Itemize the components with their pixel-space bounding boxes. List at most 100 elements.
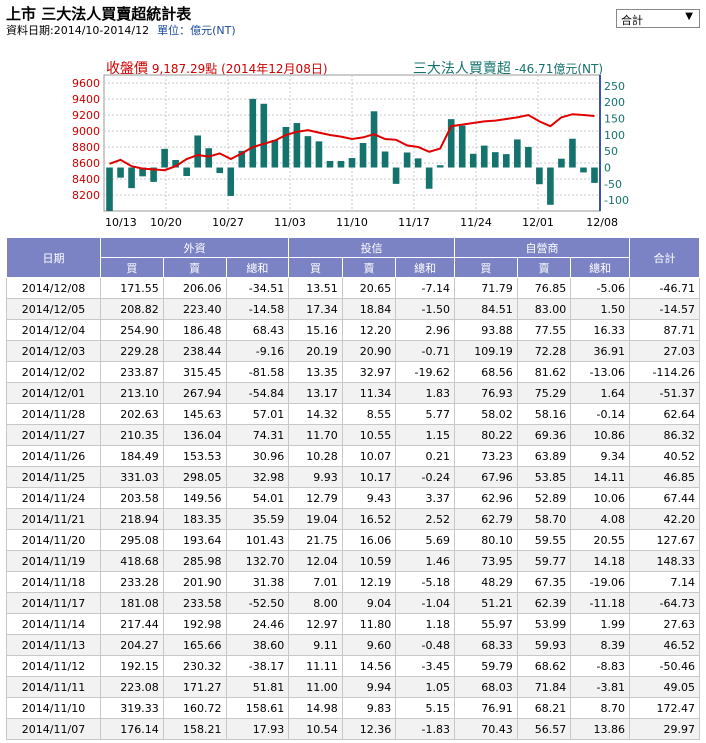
row-value: 1.83: [395, 382, 455, 404]
row-value: -8.83: [570, 655, 630, 677]
row-value: 75.29: [516, 382, 572, 404]
table-row: 2014/11/11 223.08 171.27 51.81 11.00 9.94 1.05…: [6, 676, 700, 698]
row-value: 10.06: [570, 487, 630, 509]
row-value: 10.55: [341, 424, 397, 446]
row-date: 2014/11/07: [6, 718, 101, 740]
row-value: 93.88: [453, 319, 518, 341]
row-value: -14.57: [629, 298, 700, 320]
row-value: 32.97: [341, 361, 397, 383]
table-row: 2014/12/05 208.82 223.40 -14.58 17.34 18.84 -1…: [6, 298, 700, 320]
x-tick-label: 10/20: [150, 216, 182, 229]
net-buy-bar: [536, 167, 543, 185]
left-tick-label: 9400: [72, 93, 100, 106]
row-value: 35.59: [225, 508, 290, 530]
row-value: 54.01: [225, 487, 290, 509]
row-value: -50.46: [629, 655, 700, 677]
row-value: 58.02: [453, 403, 518, 425]
page-subtitle: 資料日期:2014/10-2014/12 單位：億元(NT): [6, 22, 236, 38]
col-date: 日期: [6, 237, 101, 278]
row-value: 80.10: [453, 529, 518, 551]
row-date: 2014/11/10: [6, 697, 101, 719]
x-tick-label: 10/27: [212, 216, 244, 229]
row-value: 208.82: [100, 298, 164, 320]
row-date: 2014/11/14: [6, 613, 101, 635]
row-date: 2014/11/25: [6, 466, 101, 488]
row-value: 229.28: [100, 340, 164, 362]
row-value: 285.98: [162, 550, 227, 572]
row-value: 68.03: [453, 676, 518, 698]
right-tick-label: -50: [604, 178, 622, 191]
row-value: 30.96: [225, 445, 290, 467]
chevron-down-icon[interactable]: ▼: [685, 11, 693, 22]
table-row: 2014/11/10 319.33 160.72 158.61 14.98 9.83 5.1…: [6, 697, 700, 719]
row-date: 2014/11/26: [6, 445, 101, 467]
net-buy-bar: [150, 167, 157, 182]
net-buy-bar: [238, 150, 246, 168]
row-value: 9.34: [570, 445, 630, 467]
row-value: 42.20: [629, 508, 700, 530]
row-value: -1.50: [395, 298, 455, 320]
row-value: 31.38: [225, 571, 290, 593]
row-value: 57.01: [225, 403, 290, 425]
net-buy-bar: [514, 139, 521, 168]
row-value: 186.48: [162, 319, 227, 341]
row-value: 8.00: [288, 592, 343, 614]
left-tick-label: 9000: [72, 125, 100, 138]
row-value: 20.90: [341, 340, 397, 362]
row-value: 48.29: [453, 571, 518, 593]
row-date: 2014/12/08: [6, 277, 101, 299]
row-value: 83.00: [516, 298, 572, 320]
table-row: 2014/11/14 217.44 192.98 24.46 12.97 11.80 1.1…: [6, 613, 700, 635]
row-value: -81.58: [225, 361, 290, 383]
category-select-value: 合計: [621, 14, 643, 27]
row-value: 1.15: [395, 424, 455, 446]
row-value: 9.43: [341, 487, 397, 509]
row-value: -0.24: [395, 466, 455, 488]
net-buy-bar: [249, 98, 257, 168]
row-value: 172.47: [629, 697, 700, 719]
row-value: -3.81: [570, 676, 630, 698]
row-value: 81.62: [516, 361, 572, 383]
x-tick-label: 12/08: [586, 216, 618, 229]
row-value: 68.62: [516, 655, 572, 677]
col-dealer-sell: 賣: [516, 257, 572, 278]
table-row: 2014/12/01 213.10 267.94 -54.84 13.17 11.34 1.…: [6, 382, 700, 404]
row-value: 19.04: [288, 508, 343, 530]
row-value: -14.58: [225, 298, 290, 320]
net-buy-bar: [525, 146, 532, 168]
category-select[interactable]: 合計 ▼: [616, 9, 700, 28]
row-value: 86.32: [629, 424, 700, 446]
row-value: 68.33: [453, 634, 518, 656]
row-value: 59.79: [453, 655, 518, 677]
table-row: 2014/11/24 203.58 149.56 54.01 12.79 9.43 3.37…: [6, 487, 700, 509]
left-tick-label: 8400: [72, 173, 100, 186]
row-value: 73.23: [453, 445, 518, 467]
left-tick-label: 9600: [72, 77, 100, 90]
row-value: 0.21: [395, 445, 455, 467]
row-value: 10.59: [341, 550, 397, 572]
row-value: 72.28: [516, 340, 572, 362]
row-value: 206.06: [162, 277, 227, 299]
row-value: 9.94: [341, 676, 397, 698]
row-value: 5.77: [395, 403, 455, 425]
net-buy-legend: 三大法人買賣超 -46.71億元(NT): [413, 58, 603, 78]
row-value: 55.97: [453, 613, 518, 635]
date-range: 資料日期:2014/10-2014/12: [6, 24, 150, 37]
row-value: 213.10: [100, 382, 164, 404]
right-tick-label: 150: [604, 112, 625, 125]
row-value: 16.33: [570, 319, 630, 341]
row-value: 109.19: [453, 340, 518, 362]
row-value: 184.49: [100, 445, 164, 467]
net-buy-bar: [183, 167, 190, 177]
net-buy-bar: [392, 167, 400, 184]
row-value: 12.20: [341, 319, 397, 341]
net-buy-bar: [315, 141, 323, 168]
row-value: 5.69: [395, 529, 455, 551]
row-date: 2014/11/28: [6, 403, 101, 425]
row-value: 181.08: [100, 592, 164, 614]
combo-chart: 8200 8400 8600 8800 9000 9200 9400 9600 -100 -50 0…: [72, 74, 629, 229]
row-value: 12.19: [341, 571, 397, 593]
row-value: 20.19: [288, 340, 343, 362]
row-value: 7.14: [629, 571, 700, 593]
row-value: 12.36: [341, 718, 397, 740]
